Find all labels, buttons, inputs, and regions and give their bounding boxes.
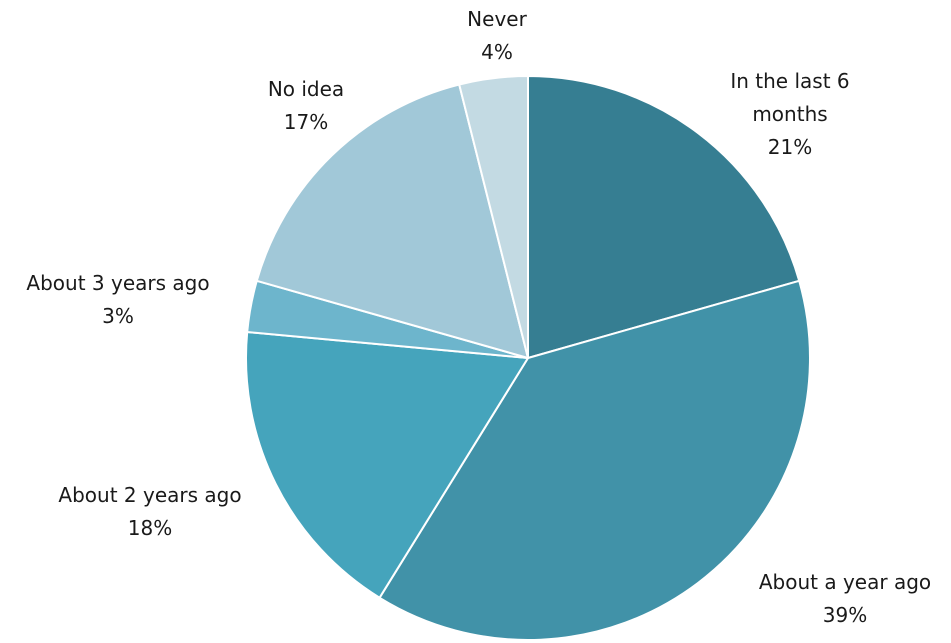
- pie-slice-2: [244, 330, 529, 599]
- slice-category-label: No idea: [268, 77, 344, 101]
- slice-percent-label: 21%: [768, 135, 812, 159]
- slice-label-4: No idea 17%: [268, 77, 344, 134]
- slice-category-label: months: [752, 102, 827, 126]
- slice-category-label: About a year ago: [759, 570, 931, 594]
- pie-slice-5: [458, 75, 529, 359]
- pie-labels: In the last 6 months 21% About a year ago 39…: [26, 7, 931, 627]
- pie-slices: [244, 75, 811, 641]
- slice-category-label: In the last 6: [730, 69, 849, 93]
- slice-category-label: About 3 years ago: [26, 271, 209, 295]
- slice-label-0: In the last 6 months 21%: [730, 69, 849, 159]
- pie-slice-0: [527, 75, 801, 359]
- slice-label-2: About 2 years ago 18%: [58, 483, 241, 540]
- pie-slice-4: [255, 83, 529, 359]
- pie-slice-1: [378, 279, 811, 641]
- slice-percent-label: 18%: [128, 516, 172, 540]
- slice-label-1: About a year ago 39%: [759, 570, 931, 627]
- slice-percent-label: 4%: [481, 40, 513, 64]
- slice-percent-label: 17%: [284, 110, 328, 134]
- slice-category-label: About 2 years ago: [58, 483, 241, 507]
- slice-percent-label: 39%: [823, 603, 867, 627]
- slice-label-3: About 3 years ago 3%: [26, 271, 209, 328]
- slice-label-5: Never 4%: [467, 7, 527, 64]
- slice-category-label: Never: [467, 7, 527, 31]
- slice-percent-label: 3%: [102, 304, 134, 328]
